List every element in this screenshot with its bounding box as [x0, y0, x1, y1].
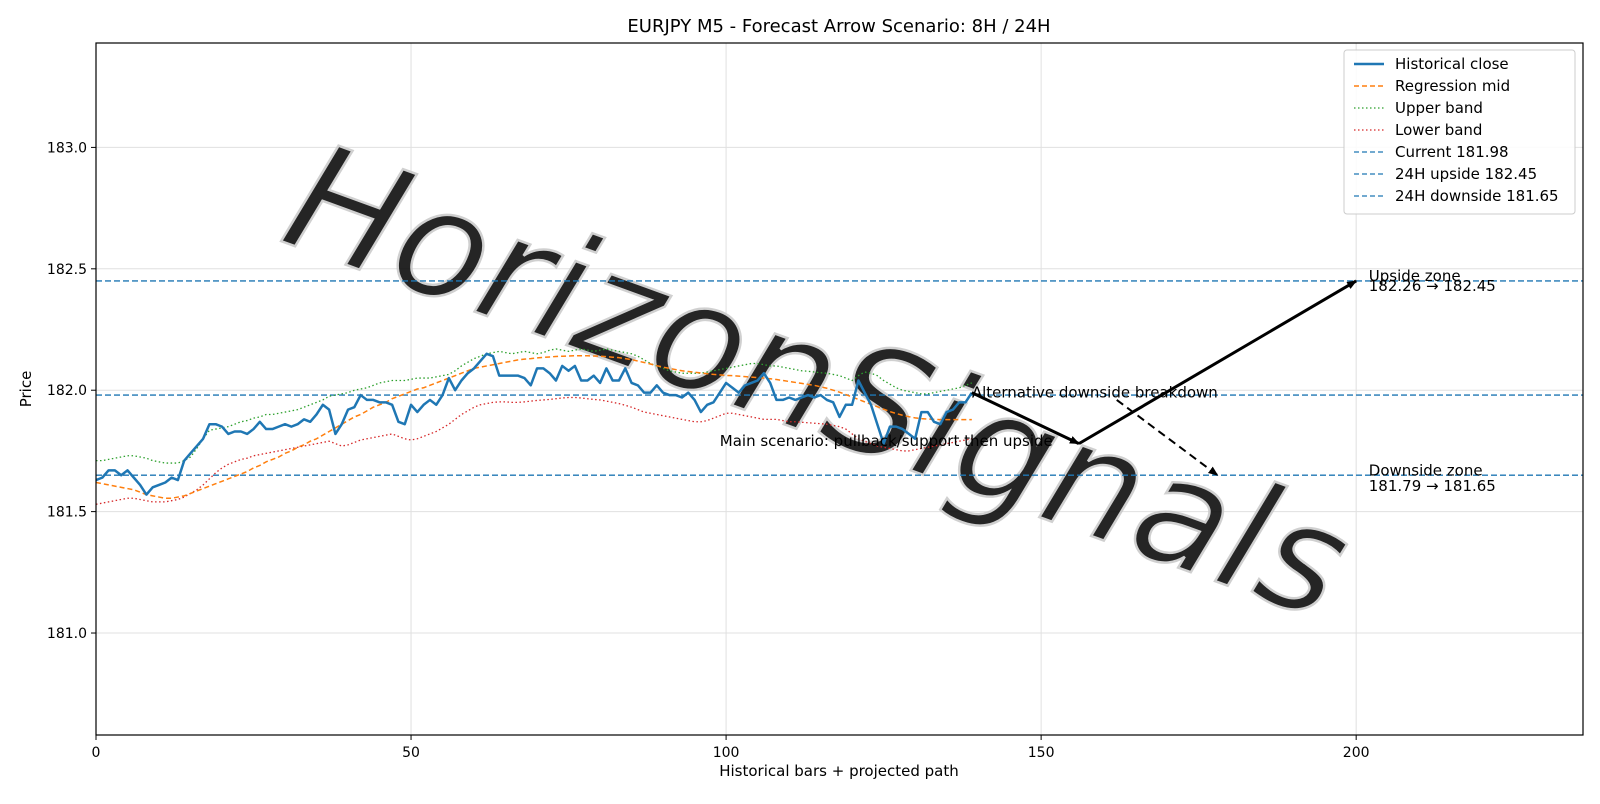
chart-title: EURJPY M5 - Forecast Arrow Scenario: 8H …	[627, 16, 1050, 37]
watermark: HorizonSignals	[264, 109, 1371, 655]
x-axis-label: Historical bars + projected path	[719, 762, 959, 780]
level-lines	[96, 280, 1583, 476]
annotation-downzone_2: 181.79 → 181.65	[1369, 477, 1496, 495]
x-tick-label: 0	[92, 745, 101, 761]
annotation-upzone_1: Upside zone	[1369, 267, 1461, 285]
x-tick-label: 150	[1028, 745, 1055, 761]
watermark-text: HorizonSignals	[265, 110, 1370, 654]
legend-label: Upper band	[1395, 99, 1483, 117]
x-tick-label: 200	[1343, 745, 1370, 761]
legend-label: Regression mid	[1395, 77, 1510, 95]
y-tick-label: 182.0	[47, 383, 87, 399]
legend-label: Lower band	[1395, 121, 1482, 139]
y-axis-label: Price	[17, 371, 35, 408]
legend-box	[1343, 49, 1576, 215]
grid	[95, 43, 1583, 735]
y-tick-label: 181.5	[47, 505, 87, 521]
series-mid	[96, 354, 972, 500]
series-upper	[96, 348, 973, 464]
main-arrow	[1078, 279, 1358, 445]
y-tick-label: 182.5	[47, 262, 87, 278]
annotation-upzone_2: 182.26 → 182.45	[1369, 277, 1496, 295]
legend-label: Historical close	[1395, 55, 1509, 73]
annotation-downzone_1: Downside zone	[1369, 461, 1483, 479]
annotations: Alternative downside breakdown Main scena…	[720, 267, 1496, 495]
legend-label: 24H downside 181.65	[1395, 187, 1559, 205]
series-lines	[96, 348, 973, 505]
legend-label: Current 181.98	[1395, 143, 1509, 161]
x-tick-label: 50	[402, 745, 420, 761]
plot-frame	[95, 42, 1584, 736]
scenario-arrows	[971, 279, 1358, 476]
x-tick-label: 100	[713, 745, 740, 761]
y-tick-label: 181.0	[47, 626, 87, 642]
main-arrow	[971, 391, 1080, 445]
x-axis-ticks: 0 50 100 150 200	[92, 735, 1370, 761]
annotation-main: Main scenario: pullback/support then ups…	[720, 432, 1053, 450]
annotation-alt: Alternative downside breakdown	[972, 384, 1218, 402]
alternative-arrow	[1116, 399, 1219, 476]
y-axis-ticks: 181.0 181.5 182.0 182.5 183.0	[47, 140, 96, 642]
legend-label: 24H upside 182.45	[1395, 165, 1537, 183]
legend: Historical close Regression mid Upper band…	[1343, 49, 1576, 215]
series-close	[96, 352, 973, 496]
y-tick-label: 183.0	[47, 140, 87, 156]
